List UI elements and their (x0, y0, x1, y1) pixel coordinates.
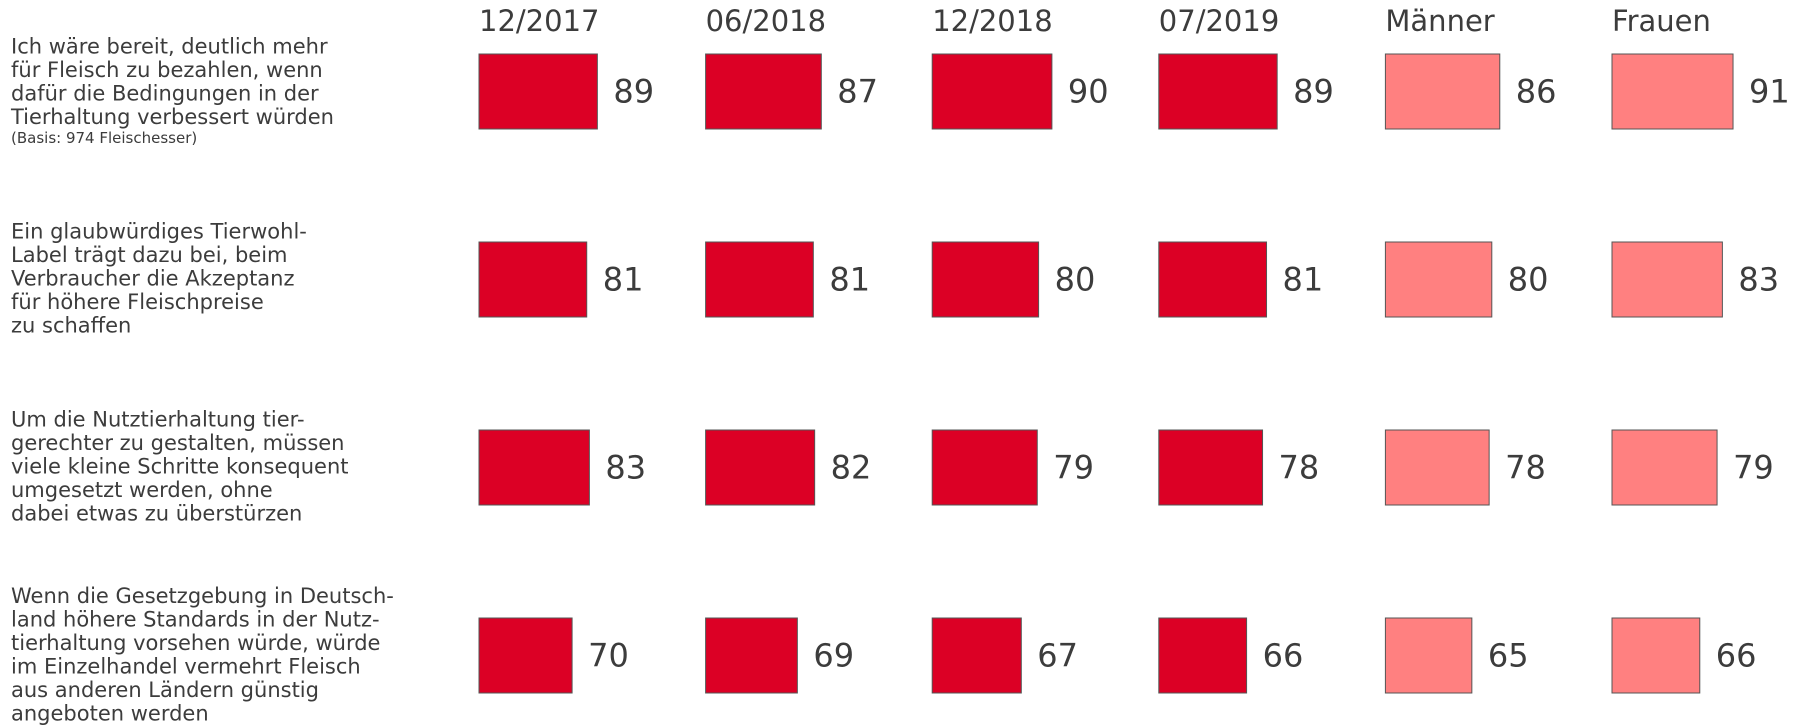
column-header: 12/2017 (479, 4, 599, 38)
bar (1384, 429, 1490, 506)
value-label: 80 (1055, 261, 1096, 299)
column-header: Frauen (1612, 4, 1711, 38)
value-label: 82 (831, 449, 872, 487)
bar (1384, 241, 1493, 318)
value-label: 87 (837, 73, 878, 111)
value-label: 66 (1263, 637, 1304, 675)
bar (1158, 617, 1248, 694)
category-label: Ein glaubwürdiges Tierwohl-Label trägt d… (11, 220, 307, 338)
bar (478, 53, 598, 130)
bar (1158, 241, 1268, 318)
value-label: 90 (1068, 73, 1109, 111)
bar (1611, 617, 1701, 694)
column-header: Männer (1385, 4, 1494, 38)
value-label: 83 (605, 449, 646, 487)
bar (478, 429, 590, 506)
value-label: 81 (829, 261, 870, 299)
value-label: 81 (1283, 261, 1324, 299)
value-label: 89 (613, 73, 654, 111)
value-label: 86 (1516, 73, 1557, 111)
column-header: 12/2018 (932, 4, 1052, 38)
bar (705, 53, 822, 130)
value-label: 89 (1293, 73, 1334, 111)
bar (931, 429, 1038, 506)
bar (705, 241, 814, 318)
column-header: 07/2019 (1159, 4, 1279, 38)
value-label: 70 (588, 637, 629, 675)
bar (705, 617, 798, 694)
category-label: Ich wäre bereit, deutlich mehr für Fleisc… (10, 34, 334, 129)
bar (1611, 53, 1734, 130)
value-label: 79 (1053, 449, 1094, 487)
value-label: 78 (1505, 449, 1546, 487)
bar (478, 241, 588, 318)
bar (478, 617, 573, 694)
bar (1384, 617, 1473, 694)
value-label: 91 (1749, 73, 1790, 111)
column-header: 06/2018 (706, 4, 826, 38)
bar (1158, 53, 1278, 130)
value-label: 78 (1279, 449, 1320, 487)
category-label: Wenn die Gesetzgebung in Deutsch-land hö… (11, 584, 394, 726)
bar (931, 53, 1053, 130)
value-label: 66 (1716, 637, 1757, 675)
bar (1611, 429, 1718, 506)
category-label: Um die Nutztierhaltung tier-gerechter zu… (11, 408, 349, 526)
value-label: 80 (1508, 261, 1549, 299)
value-label: 83 (1738, 261, 1779, 299)
bar (931, 241, 1040, 318)
bar (1158, 429, 1264, 506)
value-label: 69 (813, 637, 854, 675)
annotation: (Basis: 974 Fleischesser) (11, 129, 197, 147)
bar (931, 617, 1022, 694)
value-label: 79 (1733, 449, 1774, 487)
bar (705, 429, 816, 506)
bar (1384, 53, 1501, 130)
value-label: 65 (1488, 637, 1529, 675)
bar (1611, 241, 1723, 318)
value-label: 81 (603, 261, 644, 299)
value-label: 67 (1037, 637, 1078, 675)
